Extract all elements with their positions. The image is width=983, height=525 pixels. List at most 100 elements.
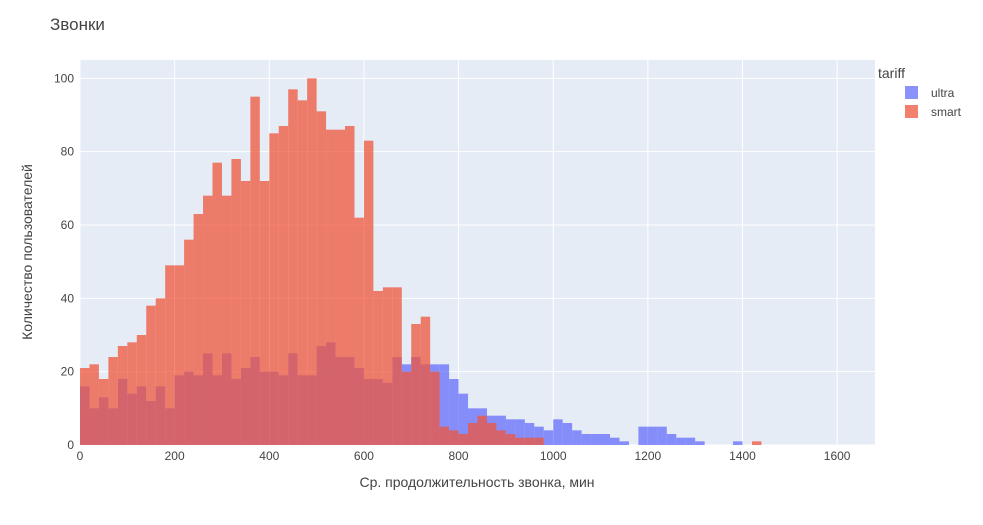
bar-ultra[interactable]	[600, 434, 610, 445]
bar-smart[interactable]	[496, 430, 506, 445]
x-tick-label: 1400	[729, 449, 756, 463]
y-axis-title: Количество пользователей	[19, 164, 35, 340]
legend-swatch-ultra	[905, 86, 918, 99]
y-tick-label: 0	[67, 438, 74, 452]
legend-title: tariff	[878, 65, 905, 81]
bar-smart[interactable]	[89, 364, 99, 445]
chart-title: Звонки	[50, 15, 105, 34]
bar-smart[interactable]	[439, 426, 450, 445]
bar-smart[interactable]	[392, 287, 402, 445]
bar-smart[interactable]	[363, 140, 374, 445]
bar-smart[interactable]	[259, 181, 270, 445]
bar-smart[interactable]	[240, 181, 251, 445]
bar-ultra[interactable]	[553, 419, 563, 445]
bar-smart[interactable]	[307, 78, 317, 445]
bar-smart[interactable]	[80, 368, 90, 445]
series-smart	[80, 78, 762, 446]
bar-smart[interactable]	[136, 335, 147, 445]
legend-item-ultra[interactable]: ultra	[905, 86, 955, 100]
bar-smart[interactable]	[212, 162, 222, 445]
bar-smart[interactable]	[477, 415, 487, 445]
x-tick-label: 800	[449, 449, 469, 463]
bar-ultra[interactable]	[524, 423, 535, 445]
bar-smart[interactable]	[316, 111, 327, 445]
bar-ultra[interactable]	[619, 441, 629, 445]
bar-smart[interactable]	[165, 265, 175, 445]
bar-smart[interactable]	[221, 195, 232, 445]
bar-ultra[interactable]	[591, 434, 601, 445]
x-axis-title: Ср. продолжительность звонка, мин	[359, 474, 594, 490]
y-tick-label: 20	[61, 365, 75, 379]
bar-smart[interactable]	[468, 423, 478, 445]
bar-ultra[interactable]	[562, 423, 573, 445]
bar-ultra[interactable]	[439, 364, 450, 445]
y-tick-label: 40	[61, 291, 75, 305]
bar-ultra[interactable]	[685, 437, 696, 445]
bar-ultra[interactable]	[572, 430, 582, 445]
y-tick-label: 80	[61, 145, 75, 159]
bar-ultra[interactable]	[515, 419, 525, 445]
y-tick-labels: 0 20 40 60 80 100	[54, 71, 74, 452]
x-tick-label: 1200	[635, 449, 662, 463]
bar-smart[interactable]	[401, 371, 412, 445]
bar-ultra[interactable]	[733, 441, 743, 445]
bar-smart[interactable]	[382, 287, 393, 445]
bar-ultra[interactable]	[505, 419, 516, 445]
bar-smart[interactable]	[193, 214, 204, 445]
x-tick-label: 600	[354, 449, 374, 463]
bar-smart[interactable]	[335, 129, 345, 445]
bar-ultra[interactable]	[676, 437, 686, 445]
bar-smart[interactable]	[269, 133, 279, 446]
bar-ultra[interactable]	[458, 393, 469, 445]
bar-smart[interactable]	[751, 441, 762, 445]
bar-ultra[interactable]	[534, 426, 544, 445]
bar-smart[interactable]	[98, 379, 109, 445]
bar-ultra[interactable]	[496, 415, 506, 445]
bar-ultra[interactable]	[610, 437, 620, 445]
bar-smart[interactable]	[297, 100, 308, 445]
bar-smart[interactable]	[524, 437, 535, 445]
bar-ultra[interactable]	[581, 434, 592, 445]
bar-smart[interactable]	[449, 430, 459, 445]
x-tick-label: 400	[259, 449, 279, 463]
bar-smart[interactable]	[108, 357, 118, 445]
bar-smart[interactable]	[278, 126, 289, 445]
bar-ultra[interactable]	[695, 441, 705, 445]
bar-ultra[interactable]	[449, 379, 459, 445]
x-tick-label: 0	[77, 449, 84, 463]
bar-ultra[interactable]	[666, 434, 677, 445]
bar-smart[interactable]	[430, 371, 440, 445]
bar-smart[interactable]	[373, 291, 383, 445]
bar-smart[interactable]	[486, 423, 497, 445]
legend-label-smart: smart	[931, 105, 962, 119]
y-tick-label: 60	[61, 218, 75, 232]
bar-smart[interactable]	[155, 298, 166, 445]
bar-smart[interactable]	[231, 159, 241, 445]
bar-ultra[interactable]	[638, 426, 648, 445]
legend-label-ultra: ultra	[931, 86, 955, 100]
bar-smart[interactable]	[184, 239, 194, 445]
bar-smart[interactable]	[326, 129, 336, 445]
bar-smart[interactable]	[515, 437, 525, 445]
legend: tariff ultra smart	[878, 65, 962, 119]
bar-ultra[interactable]	[647, 426, 658, 445]
bars	[80, 78, 762, 446]
bar-smart[interactable]	[534, 437, 544, 445]
legend-item-smart[interactable]: smart	[905, 105, 962, 119]
bar-smart[interactable]	[117, 346, 128, 445]
bar-smart[interactable]	[420, 316, 431, 445]
bar-smart[interactable]	[505, 434, 516, 445]
bar-ultra[interactable]	[543, 430, 554, 445]
bar-smart[interactable]	[203, 195, 213, 445]
bar-smart[interactable]	[127, 342, 137, 445]
bar-smart[interactable]	[411, 324, 421, 445]
bar-smart[interactable]	[250, 96, 260, 446]
bar-smart[interactable]	[288, 89, 298, 445]
x-tick-labels: 0 200 400 600 800 1000 1200 1400 1600	[77, 449, 851, 463]
bar-smart[interactable]	[146, 305, 156, 445]
bar-smart[interactable]	[174, 265, 185, 445]
bar-smart[interactable]	[354, 217, 364, 445]
bar-smart[interactable]	[345, 126, 355, 445]
bar-ultra[interactable]	[657, 426, 667, 445]
bar-smart[interactable]	[458, 434, 469, 445]
